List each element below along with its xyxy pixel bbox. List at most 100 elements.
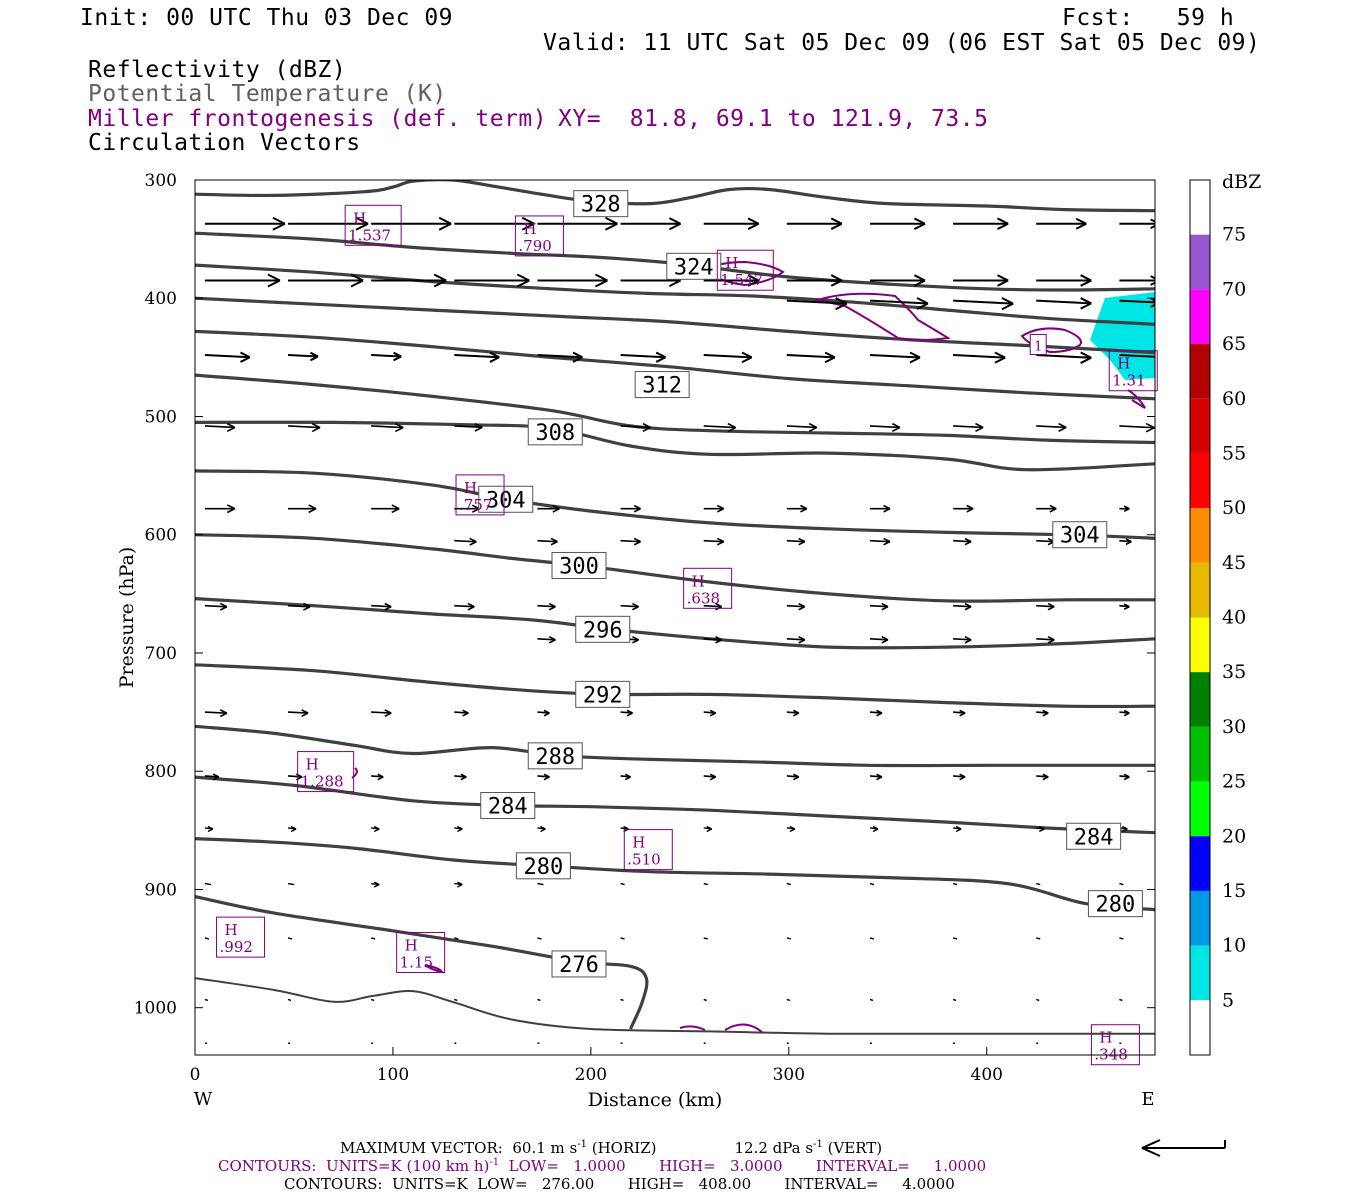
theta-label-box <box>634 371 690 399</box>
circulation-vector-head <box>433 273 447 288</box>
theta-contour-line <box>195 420 1155 472</box>
circulation-vector <box>454 539 477 543</box>
circulation-vector <box>703 539 724 543</box>
circulation-vector-head <box>207 825 214 833</box>
circulation-vector-head <box>909 351 921 364</box>
fronto-max-value: 1.537 <box>348 226 391 244</box>
theta-label-box <box>573 190 629 218</box>
fronto-max-value: .638 <box>687 589 720 607</box>
circulation-vector-head <box>1080 274 1092 287</box>
colorbar-swatch <box>1190 890 1210 946</box>
colorbar-label: 75 <box>1222 224 1246 246</box>
fronto-max-box <box>297 751 355 793</box>
circulation-vector <box>370 937 376 940</box>
circulation-vector <box>287 604 311 608</box>
fronto-max-marker: H <box>306 756 319 774</box>
colorbar-label: 45 <box>1222 552 1246 574</box>
field-potential-temperature: Potential Temperature (K) <box>88 81 447 107</box>
circulation-vector <box>952 998 957 1002</box>
circulation-vector-head <box>469 537 477 546</box>
colorbar-swatch <box>1190 781 1210 837</box>
circulation-vector <box>454 998 458 1002</box>
theta-contour-line <box>195 373 1155 445</box>
circulation-vector-head <box>457 825 463 833</box>
circulation-vector-head <box>457 881 463 888</box>
circulation-vector-head <box>438 216 452 231</box>
field-reflectivity: Reflectivity (dBZ) <box>88 57 347 83</box>
colorbar-label: 10 <box>1222 935 1246 957</box>
fronto-max-box <box>216 916 266 958</box>
circulation-vector-head <box>1123 709 1130 717</box>
circulation-vector-head <box>1168 352 1179 363</box>
circulation-vector-head <box>642 422 651 432</box>
circulation-vector-head <box>543 709 550 717</box>
theta-contour-line <box>195 775 1155 835</box>
cross-section-endpoints: XY= 81.8, 69.1 to 121.9, 73.5 <box>558 106 989 132</box>
circulation-vector <box>869 937 875 940</box>
circulation-vector-head <box>543 773 550 781</box>
circulation-vector <box>1119 354 1155 358</box>
circulation-vector <box>786 998 791 1002</box>
colorbar-swatch <box>1190 726 1210 782</box>
theta-label-box <box>551 950 607 978</box>
colorbar-label: 70 <box>1222 278 1246 300</box>
circulation-vector-head <box>572 351 583 363</box>
x-axis-label: Distance (km) <box>588 1089 723 1111</box>
circulation-vector-head <box>966 504 974 513</box>
circulation-vector <box>1119 937 1124 940</box>
y-tick-label: 1000 <box>134 999 177 1019</box>
y-tick-label: 900 <box>145 880 177 900</box>
circulation-vector <box>371 604 392 608</box>
circulation-vector-head <box>548 602 556 611</box>
circulation-vector <box>287 882 295 886</box>
theta-label-box <box>527 742 583 770</box>
theta-contour-line <box>195 977 1155 1035</box>
colorbar-swatch <box>1190 180 1210 235</box>
colorbar-swatch <box>1190 453 1210 509</box>
fronto-contour <box>814 292 951 341</box>
theta-contour-label: 304 <box>1060 524 1100 549</box>
circulation-vector-head <box>1001 297 1014 311</box>
circulation-vector <box>869 882 875 886</box>
circulation-vector-head <box>1042 709 1049 717</box>
circulation-vector <box>1036 425 1067 429</box>
colorbar-label: 60 <box>1222 388 1246 410</box>
circulation-vector <box>620 998 624 1002</box>
colorbar-label: 50 <box>1222 497 1246 519</box>
colorbar-swatch <box>1190 617 1210 673</box>
circulation-vector <box>204 775 219 778</box>
circulation-vector-head <box>604 216 618 231</box>
plot-area <box>195 180 1155 1055</box>
colorbar-swatch <box>1190 836 1210 891</box>
circulation-vector-head <box>594 273 608 288</box>
theta-contour-label: 328 <box>581 193 621 218</box>
circulation-vector-head <box>1123 773 1130 781</box>
colorbar-swatch <box>1190 234 1210 290</box>
circulation-vector-head <box>1125 538 1132 546</box>
circulation-vector-head <box>1047 602 1055 611</box>
reflectivity-colorbar: 75 70 65 60 55 50 45 40 35 30 25 20 15 10 5 dBZ <box>1189 171 1261 1056</box>
circulation-vector <box>287 998 292 1002</box>
circulation-vector-head <box>997 217 1009 230</box>
circulation-vector <box>454 425 483 429</box>
circulation-vector-head <box>625 773 631 781</box>
circulation-vector-head <box>727 422 737 433</box>
circulation-vector-head <box>964 635 972 644</box>
y-tick-label: 300 <box>145 171 177 191</box>
circulation-vector-head <box>471 504 480 513</box>
theta-contour-label: 284 <box>488 795 528 820</box>
x-tick-label: 400 <box>971 1065 1003 1085</box>
circulation-vector <box>953 299 1014 305</box>
circulation-vector <box>620 604 639 608</box>
circulation-vector-head <box>1042 773 1049 781</box>
theta-contour-label: 312 <box>642 374 682 399</box>
theta-contour-label: 296 <box>583 618 623 643</box>
circulation-vector-head <box>1123 505 1130 513</box>
colorbar-swatch <box>1190 945 1210 1001</box>
theta-label-box <box>575 680 631 708</box>
fronto-max-marker: H <box>464 479 477 497</box>
circulation-vector <box>952 937 958 940</box>
theta-label-box <box>515 852 571 880</box>
circulation-vector-head <box>462 709 469 717</box>
circulation-vector-head <box>798 602 806 611</box>
